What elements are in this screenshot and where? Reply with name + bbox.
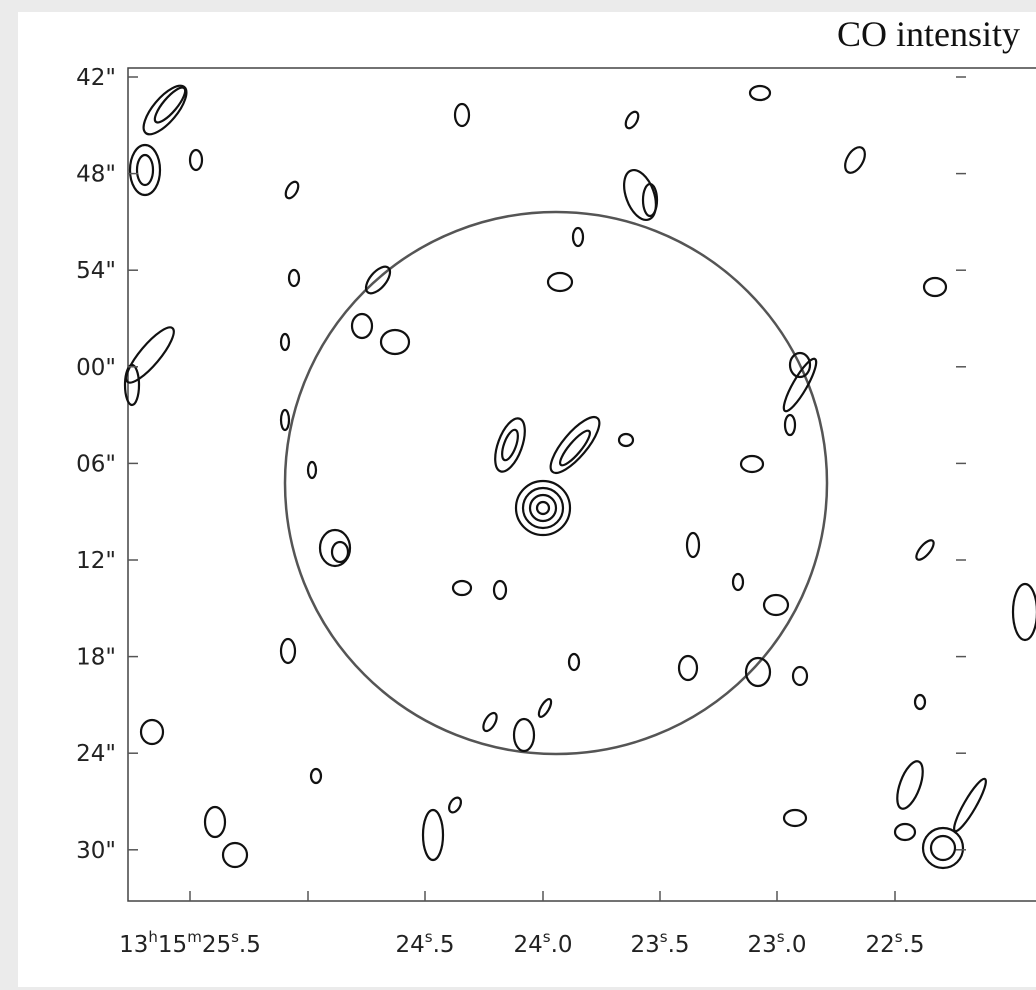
label-part: 24 (395, 932, 424, 958)
y-tick-label: 42" (76, 65, 116, 91)
superscript: s (895, 928, 903, 946)
label-part: 23 (630, 932, 659, 958)
label-part: 22 (865, 932, 894, 958)
superscript: s (543, 928, 551, 946)
figure: CO intensity (0, 0, 1036, 990)
y-tick-label: 48" (76, 162, 116, 188)
y-tick-label: 06" (76, 451, 116, 477)
y-tick-label: 00" (76, 355, 116, 381)
label-part: .0 (551, 932, 573, 958)
superscript: s (425, 928, 433, 946)
label-part: .5 (903, 932, 925, 958)
superscript: s (777, 928, 785, 946)
y-tick-label: 30" (76, 838, 116, 864)
panel (18, 12, 1036, 987)
label-part: 15 (158, 932, 187, 958)
y-tick-label: 18" (76, 645, 116, 671)
y-tick-label: 24" (76, 741, 116, 767)
y-tick-label: 54" (76, 258, 116, 284)
label-part: 25 (202, 932, 231, 958)
superscript: h (148, 928, 158, 946)
label-part: 24 (513, 932, 542, 958)
label-part: .5 (668, 932, 690, 958)
y-tick-label: 12" (76, 548, 116, 574)
superscript: s (231, 928, 239, 946)
superscript: s (660, 928, 668, 946)
superscript: m (187, 928, 202, 946)
label-part: .0 (785, 932, 807, 958)
label-part: 23 (747, 932, 776, 958)
label-part: .5 (433, 932, 455, 958)
label-part: .5 (239, 932, 261, 958)
label-part: 13 (119, 932, 148, 958)
title: CO intensity (837, 14, 1020, 54)
